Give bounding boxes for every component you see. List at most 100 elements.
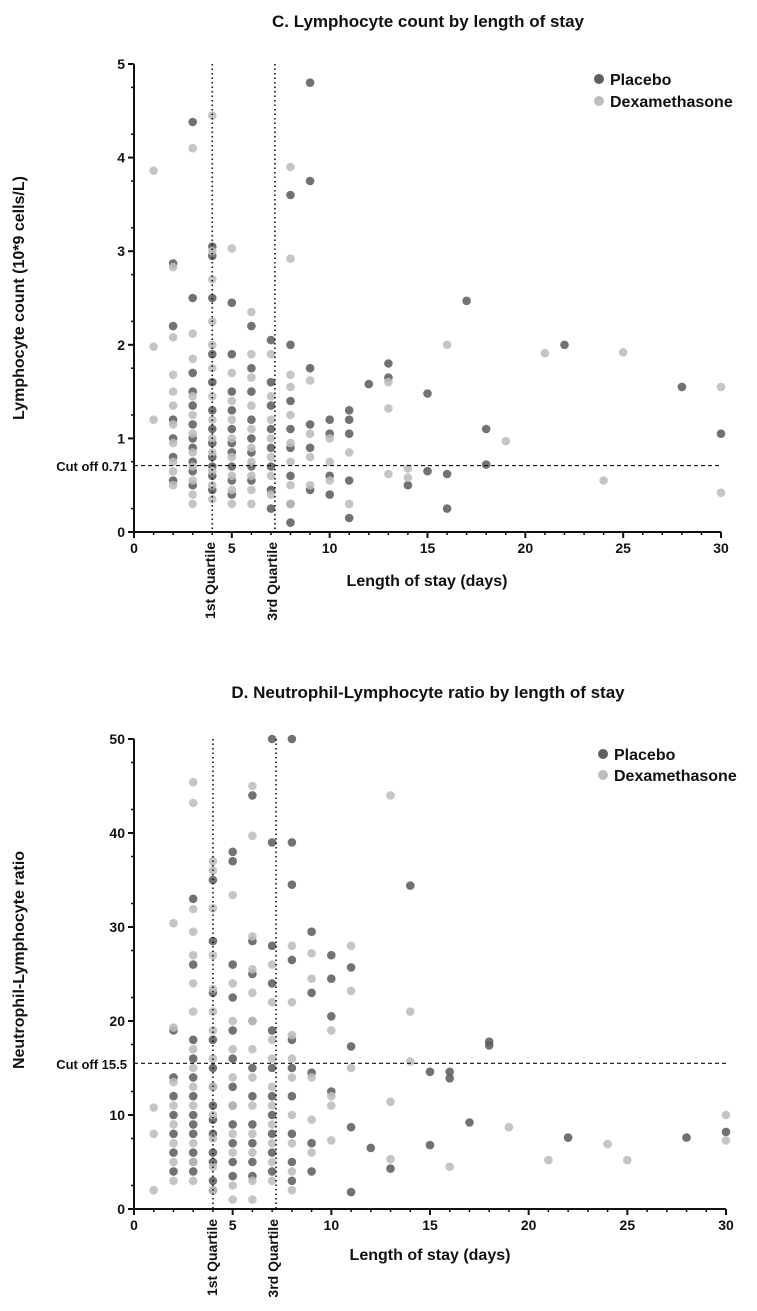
data-point-dexamethasone xyxy=(266,434,276,443)
data-point-dexamethasone xyxy=(169,1157,178,1167)
data-point-placebo xyxy=(682,1133,691,1142)
data-point-dexamethasone xyxy=(208,1134,218,1143)
data-point-dexamethasone xyxy=(188,927,198,936)
data-point-placebo xyxy=(188,1120,198,1129)
data-point-dexamethasone xyxy=(188,904,198,914)
data-point-placebo xyxy=(266,377,276,387)
data-point-dexamethasone xyxy=(346,941,356,951)
data-point-dexamethasone xyxy=(286,410,295,420)
data-point-placebo xyxy=(248,1091,257,1101)
data-point-dexamethasone xyxy=(188,410,197,420)
data-point-placebo xyxy=(247,363,256,373)
data-point-placebo xyxy=(266,504,276,513)
data-point-dexamethasone xyxy=(287,1054,297,1063)
data-point-dexamethasone xyxy=(247,485,256,495)
data-point-dexamethasone xyxy=(149,415,158,425)
data-point-dexamethasone xyxy=(267,1054,277,1063)
legend-label-placebo: Placebo xyxy=(614,747,676,764)
data-point-dexamethasone xyxy=(267,1138,277,1148)
data-point-placebo xyxy=(425,1067,435,1077)
data-point-placebo xyxy=(305,420,315,429)
data-point-placebo xyxy=(267,1110,277,1120)
data-point-placebo xyxy=(346,963,356,972)
data-point-dexamethasone xyxy=(227,471,237,481)
x-tick-label: 20 xyxy=(518,540,534,556)
data-point-placebo xyxy=(228,856,237,866)
data-point-placebo xyxy=(267,1063,277,1073)
data-point-dexamethasone xyxy=(716,382,726,392)
data-point-dexamethasone xyxy=(618,348,628,357)
data-point-dexamethasone xyxy=(247,443,256,453)
data-point-dexamethasone xyxy=(267,1157,277,1167)
quartile-label-3rd: 3rd Quartile xyxy=(265,1219,281,1298)
data-point-placebo xyxy=(481,424,491,434)
data-point-dexamethasone xyxy=(188,490,197,499)
data-point-dexamethasone xyxy=(286,254,295,263)
data-point-dexamethasone xyxy=(248,988,257,998)
data-point-placebo xyxy=(208,1035,218,1045)
data-point-dexamethasone xyxy=(307,1115,316,1124)
data-point-dexamethasone xyxy=(149,166,158,175)
data-point-dexamethasone xyxy=(247,307,256,317)
data-point-placebo xyxy=(462,296,471,306)
y-tick-label: 2 xyxy=(117,337,125,353)
data-point-dexamethasone xyxy=(286,162,295,172)
data-point-dexamethasone xyxy=(169,918,178,928)
data-point-dexamethasone xyxy=(267,1082,277,1092)
data-point-placebo xyxy=(327,950,336,960)
data-point-dexamethasone xyxy=(168,438,178,448)
data-point-placebo xyxy=(188,1091,198,1101)
data-point-placebo xyxy=(188,368,197,378)
data-point-dexamethasone xyxy=(188,448,197,457)
data-point-dexamethasone xyxy=(208,392,217,401)
data-point-dexamethasone xyxy=(286,480,295,490)
y-tick-label: 3 xyxy=(117,243,125,259)
y-tick-label: 40 xyxy=(109,825,125,841)
data-point-dexamethasone xyxy=(188,1044,198,1054)
data-point-placebo xyxy=(248,1120,257,1129)
data-point-dexamethasone xyxy=(445,1162,455,1171)
data-point-placebo xyxy=(188,1073,198,1082)
data-point-dexamethasone xyxy=(188,979,198,988)
data-point-dexamethasone xyxy=(305,376,315,385)
y-tick-label: 20 xyxy=(109,1013,125,1029)
legend-marker-dexamethasone xyxy=(594,96,604,106)
y-tick-label: 50 xyxy=(109,731,125,747)
y-tick-label: 30 xyxy=(109,919,125,935)
data-point-dexamethasone xyxy=(544,1155,553,1165)
data-point-dexamethasone xyxy=(325,434,335,443)
data-point-placebo xyxy=(286,340,295,350)
data-point-placebo xyxy=(169,1148,178,1157)
data-point-placebo xyxy=(188,1129,198,1139)
data-point-placebo xyxy=(267,1026,277,1035)
x-tick-label: 15 xyxy=(422,1217,438,1233)
legend-marker-dexamethasone xyxy=(598,770,608,780)
data-point-placebo xyxy=(445,1074,455,1083)
data-point-dexamethasone xyxy=(406,1057,415,1066)
data-point-placebo xyxy=(286,424,295,434)
data-point-dexamethasone xyxy=(228,1195,237,1204)
data-point-dexamethasone xyxy=(208,480,217,490)
x-tick-label: 30 xyxy=(713,540,729,556)
data-point-dexamethasone xyxy=(208,1110,218,1120)
x-tick-label: 5 xyxy=(229,1217,237,1233)
x-tick-label: 5 xyxy=(228,540,236,556)
data-point-placebo xyxy=(445,1067,455,1077)
data-point-placebo xyxy=(287,1063,297,1073)
data-point-placebo xyxy=(386,1164,395,1173)
data-point-dexamethasone xyxy=(168,387,178,396)
data-point-placebo xyxy=(228,1120,237,1129)
x-tick-label: 20 xyxy=(521,1217,537,1233)
data-point-placebo xyxy=(267,1167,277,1176)
data-point-dexamethasone xyxy=(248,1129,257,1139)
data-point-dexamethasone xyxy=(248,932,257,941)
data-point-placebo xyxy=(344,476,354,485)
data-point-dexamethasone xyxy=(501,436,511,446)
data-point-placebo xyxy=(286,190,295,200)
data-point-dexamethasone xyxy=(344,448,354,457)
x-tick-label: 25 xyxy=(620,1217,636,1233)
data-point-placebo xyxy=(248,1063,257,1073)
data-point-dexamethasone xyxy=(623,1155,632,1165)
data-point-placebo xyxy=(287,1129,297,1139)
data-point-dexamethasone xyxy=(149,1103,158,1112)
